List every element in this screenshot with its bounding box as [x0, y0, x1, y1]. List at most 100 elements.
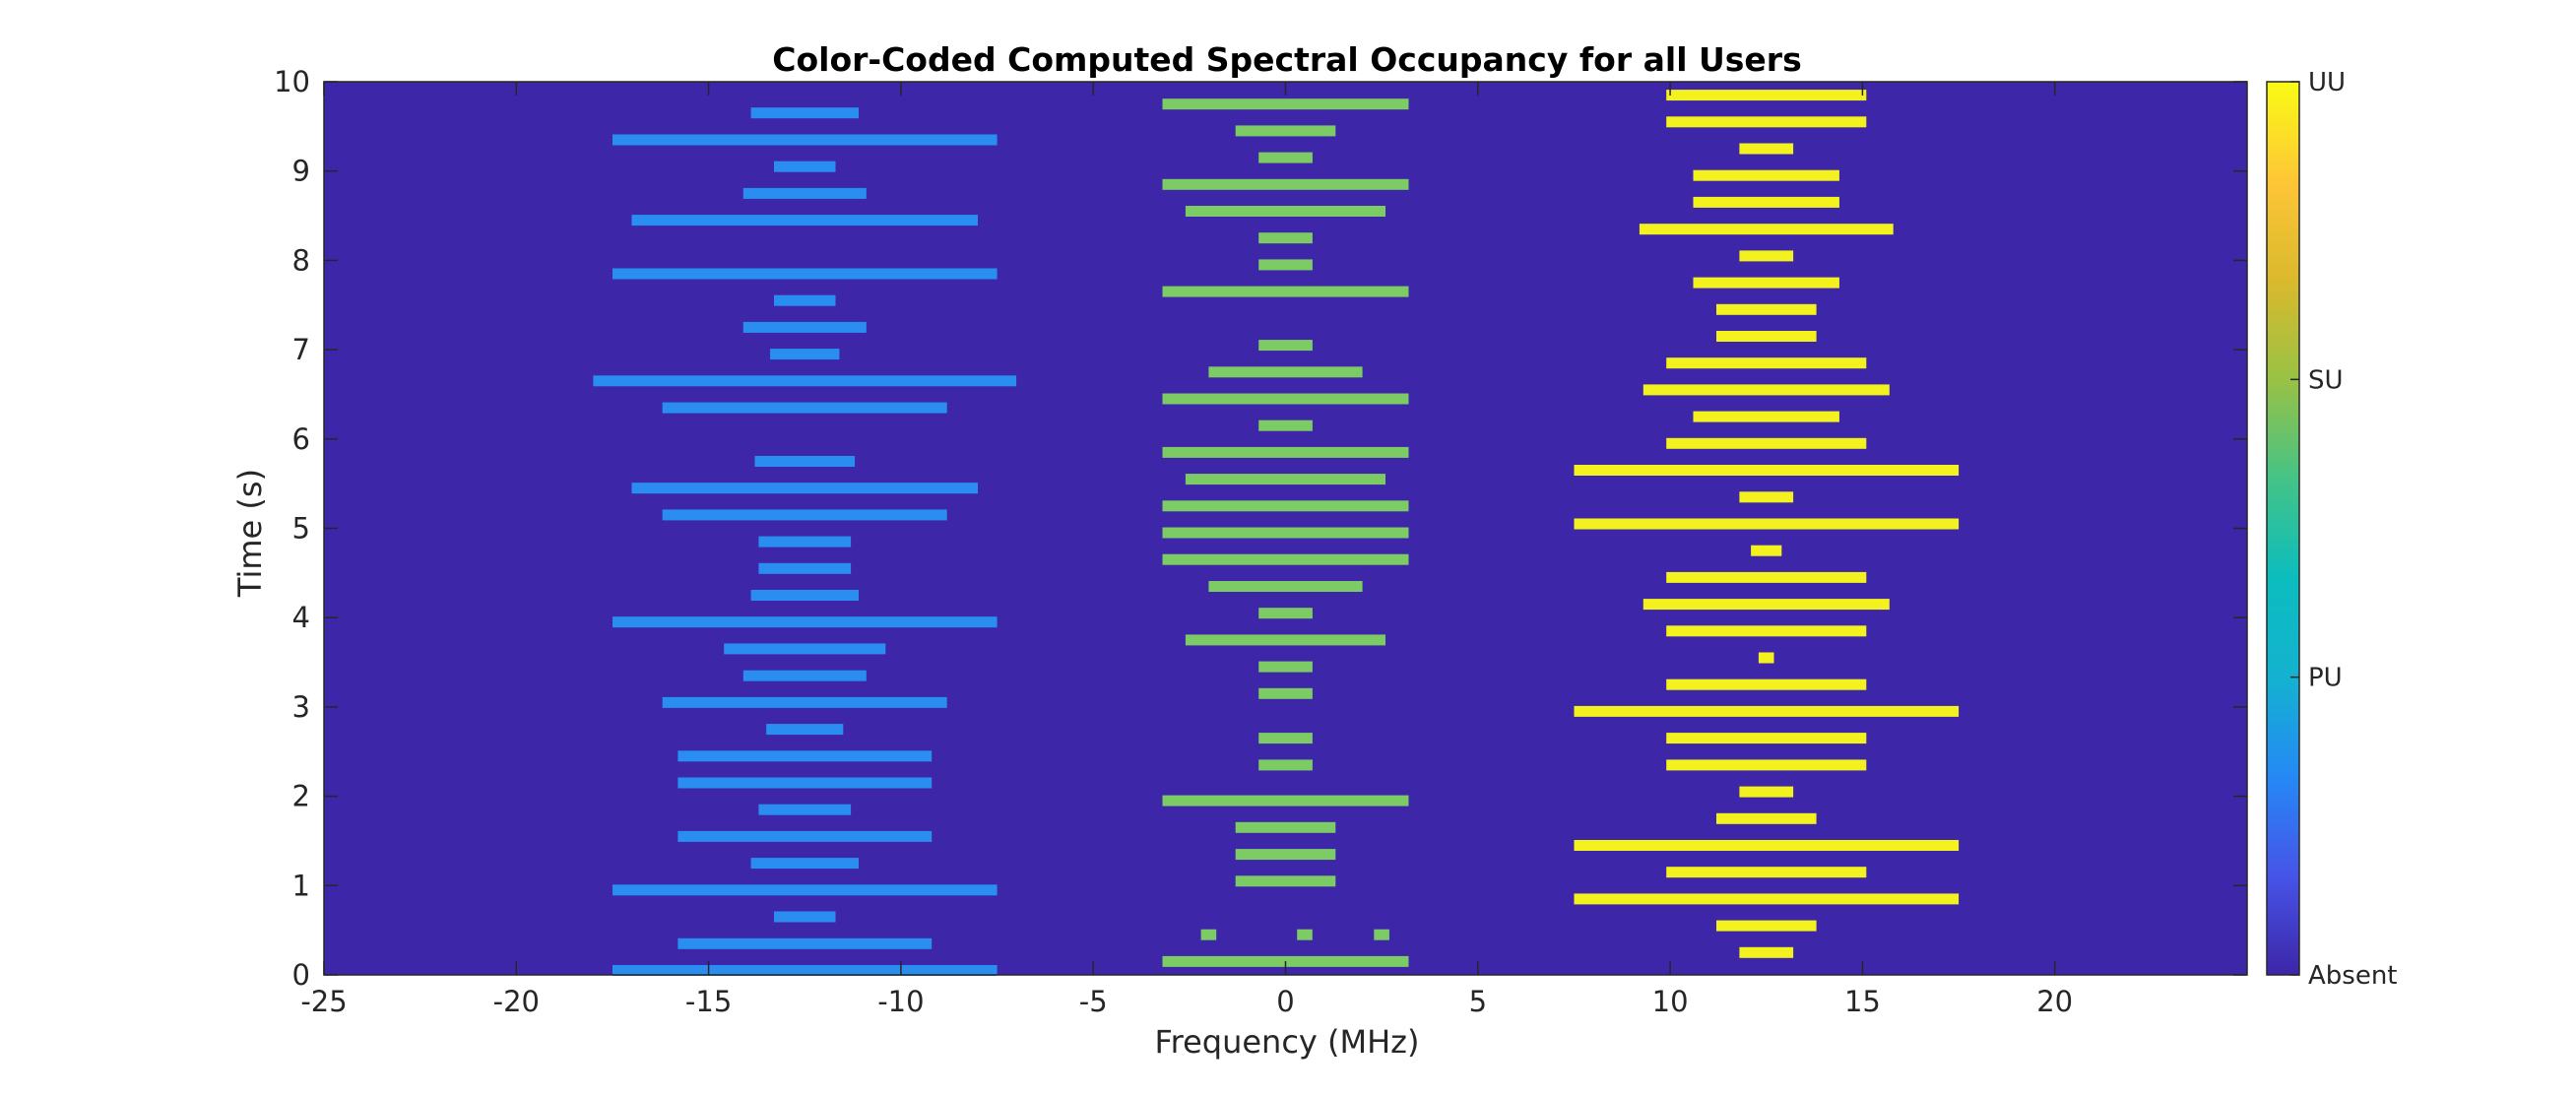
- x-tick-label: -5: [1079, 985, 1108, 1018]
- occupancy-bar-uu: [1758, 652, 1774, 664]
- y-tick-label: 6: [292, 422, 310, 456]
- occupancy-bar-uu: [1739, 491, 1794, 503]
- y-tick-label: 4: [292, 601, 310, 634]
- x-tick-label: 20: [2036, 985, 2073, 1018]
- x-tick-label: 15: [1844, 985, 1881, 1018]
- occupancy-bar-uu: [1716, 812, 1817, 824]
- x-tick-label: -15: [685, 985, 732, 1018]
- x-tick-label: -20: [493, 985, 540, 1018]
- occupancy-bar-pu: [612, 616, 998, 628]
- y-axis: 0 1 2 3 4 5 6 7 8 9 10: [274, 65, 2247, 992]
- occupancy-bar-uu: [1574, 840, 1960, 851]
- occupancy-bar-uu: [1751, 545, 1782, 556]
- occupancy-bar-su: [1374, 929, 1389, 940]
- occupancy-bar-su: [1162, 393, 1409, 405]
- occupancy-bar-pu: [766, 724, 844, 736]
- y-tick-label: 7: [292, 333, 310, 366]
- y-tick-label: 3: [292, 690, 310, 724]
- occupancy-bar-uu: [1574, 893, 1960, 905]
- occupancy-bar-pu: [758, 804, 852, 815]
- occupancy-bar-uu: [1666, 437, 1867, 449]
- occupancy-bar-uu: [1666, 571, 1867, 583]
- occupancy-bar-su: [1208, 581, 1363, 592]
- occupancy-bar-pu: [750, 590, 859, 601]
- occupancy-bar-pu: [662, 509, 947, 521]
- occupancy-bar-su: [1200, 929, 1217, 940]
- occupancy-bar-pu: [677, 750, 933, 762]
- x-tick-label: 10: [1652, 985, 1689, 1018]
- occupancy-bar-uu: [1666, 90, 1867, 101]
- y-tick-label: 8: [292, 243, 310, 277]
- occupancy-bar-pu: [677, 830, 933, 842]
- plot-area: -25 -20 -15 -10 -5 0 5 10 15 20 0 1 2 3 4 5 6 7 8 9 10: [274, 65, 2248, 1018]
- occupancy-bar-pu: [677, 777, 933, 789]
- x-axis-label: Frequency (MHz): [1155, 1023, 1420, 1061]
- occupancy-bar-uu: [1574, 465, 1960, 476]
- occupancy-bar-su: [1258, 419, 1313, 431]
- occupancy-bar-su: [1258, 733, 1313, 744]
- occupancy-bar-su: [1258, 152, 1313, 163]
- occupancy-bar-su: [1258, 232, 1313, 244]
- occupancy-bar-pu: [774, 161, 836, 172]
- occupancy-bar-su: [1185, 474, 1385, 485]
- occupancy-bar-uu: [1666, 678, 1867, 690]
- x-tick-label: -10: [877, 985, 924, 1018]
- occupancy-bar-pu: [758, 562, 852, 574]
- occupancy-bar-su: [1258, 687, 1313, 699]
- occupancy-bar-pu: [742, 670, 867, 681]
- occupancy-bar-uu: [1739, 786, 1794, 798]
- occupancy-bar-uu: [1666, 116, 1867, 128]
- x-axis: -25 -20 -15 -10 -5 0 5 10 15 20: [300, 82, 2073, 1018]
- occupancy-bar-pu: [750, 858, 859, 870]
- occupancy-bar-uu: [1666, 625, 1867, 637]
- occupancy-bar-su: [1258, 661, 1313, 673]
- occupancy-bar-pu: [612, 884, 998, 896]
- occupancy-bar-pu: [662, 402, 947, 414]
- occupancy-bar-pu: [631, 483, 978, 494]
- occupancy-bar-su: [1258, 759, 1313, 771]
- colorbar-tick-label: Absent: [2308, 961, 2398, 991]
- colorbar-tick-label: PU: [2308, 664, 2343, 693]
- occupancy-bar-pu: [742, 187, 867, 199]
- x-tick-label: 5: [1469, 985, 1487, 1018]
- colorbar: Absent PU SU UU: [2266, 68, 2398, 991]
- occupancy-bar-pu: [770, 349, 840, 360]
- occupancy-bar-su: [1258, 340, 1313, 352]
- occupancy-bar-su: [1235, 875, 1336, 887]
- y-tick-label: 10: [274, 65, 310, 98]
- occupancy-bar-uu: [1693, 277, 1839, 289]
- occupancy-bar-uu: [1642, 384, 1890, 396]
- occupancy-bar-pu: [593, 375, 1017, 387]
- occupancy-bar-su: [1162, 446, 1409, 458]
- occupancy-bar-pu: [754, 456, 856, 467]
- occupancy-bar-uu: [1693, 196, 1839, 208]
- occupancy-bar-uu: [1693, 411, 1839, 422]
- occupancy-bar-uu: [1574, 518, 1960, 530]
- occupancy-bar-uu: [1716, 331, 1817, 342]
- occupancy-bar-pu: [742, 321, 867, 333]
- y-tick-label: 9: [292, 155, 310, 188]
- occupancy-bar-su: [1235, 849, 1336, 861]
- occupancy-bar-su: [1162, 500, 1409, 512]
- x-tick-label: -25: [300, 985, 347, 1018]
- colorbar-ticks: Absent PU SU UU: [2290, 68, 2398, 991]
- occupancy-bar-uu: [1739, 250, 1794, 262]
- occupancy-bar-uu: [1739, 143, 1794, 155]
- y-tick-label: 0: [292, 958, 310, 992]
- occupancy-bar-pu: [774, 294, 836, 306]
- occupancy-bar-pu: [724, 643, 886, 655]
- occupancy-bar-su: [1162, 286, 1409, 297]
- occupancy-bar-uu: [1693, 169, 1839, 181]
- occupancy-bar-su: [1208, 366, 1363, 378]
- occupancy-bar-uu: [1639, 224, 1894, 235]
- occupancy-bar-su: [1297, 929, 1313, 940]
- occupancy-bar-pu: [612, 268, 998, 280]
- occupancy-bar-uu: [1739, 946, 1794, 958]
- occupancy-bar-pu: [612, 965, 998, 976]
- occupancy-bar-pu: [662, 696, 947, 708]
- occupancy-bar-uu: [1642, 599, 1890, 611]
- occupancy-bar-su: [1162, 553, 1409, 565]
- occupancy-bar-pu: [677, 937, 933, 949]
- occupancy-bar-uu: [1574, 705, 1960, 717]
